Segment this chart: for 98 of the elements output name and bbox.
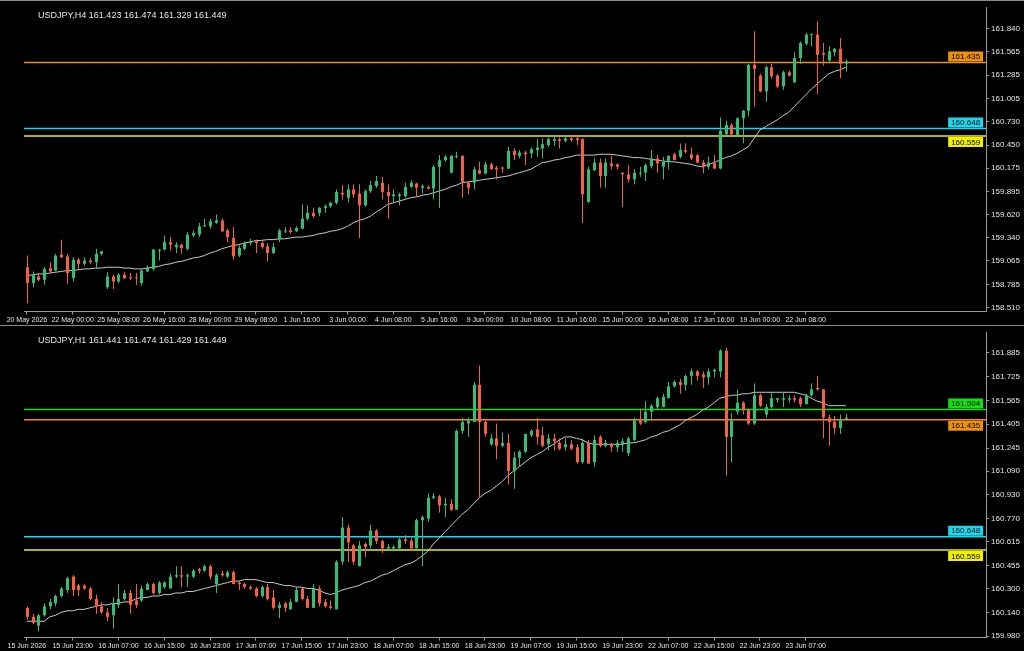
candlestick	[380, 176, 385, 200]
y-tick-label: 160.615	[991, 536, 1021, 546]
y-tick-label: 161.405	[991, 419, 1021, 429]
candlestick	[540, 137, 545, 159]
candlestick	[838, 414, 843, 435]
candlestick	[94, 248, 99, 270]
y-tick-label: 161.885	[991, 348, 1021, 358]
candlestick	[25, 255, 30, 304]
y-tick-label: 161.565	[991, 395, 1021, 405]
candlestick	[151, 248, 156, 272]
candlestick	[506, 146, 511, 170]
y-tick-label: 160.175	[991, 163, 1021, 173]
y-tick-label: 159.980	[991, 631, 1021, 641]
candlestick	[815, 20, 820, 95]
candlestick	[586, 439, 591, 465]
candlestick	[111, 596, 116, 630]
y-tick-label: 158.785	[991, 279, 1021, 289]
candlestick	[735, 116, 740, 137]
candlestick	[821, 42, 826, 67]
y-tick-label: 161.245	[991, 443, 1021, 453]
candlestick	[431, 164, 436, 200]
y-tick-label: 160.300	[991, 583, 1021, 593]
candlestick	[420, 515, 425, 567]
candlestick	[781, 70, 786, 91]
candlestick	[535, 417, 540, 445]
candlestick	[426, 492, 431, 523]
candlestick	[386, 183, 391, 220]
candlestick	[592, 434, 597, 468]
ref-line-label: 160.559	[951, 551, 981, 561]
candlestick	[598, 157, 603, 189]
candlestick	[437, 154, 442, 209]
candlestick	[65, 253, 70, 285]
y-tick-label: 161.090	[991, 466, 1021, 476]
ref-line-label: 161.435	[951, 52, 981, 62]
candlestick	[580, 437, 585, 465]
y-tick-label: 161.005	[991, 93, 1021, 103]
chart-title: USDJPY,H1 161.441 161.474 161.429 161.449	[38, 335, 227, 346]
y-tick-label: 160.140	[991, 607, 1021, 617]
candlestick	[575, 443, 580, 465]
candlestick	[494, 423, 499, 460]
ref-line-label: 160.648	[951, 118, 981, 128]
y-tick-label: 161.725	[991, 371, 1021, 381]
y-tick-label: 159.620	[991, 209, 1021, 219]
candlestick	[540, 425, 545, 448]
y-tick-label: 161.840	[991, 23, 1021, 33]
candlestick	[758, 73, 763, 93]
ref-line-label: 161.435	[951, 421, 981, 431]
y-tick-label: 161.285	[991, 70, 1021, 80]
candlestick	[134, 272, 139, 286]
candlestick	[735, 388, 740, 416]
candlestick	[638, 166, 643, 178]
candlestick	[71, 256, 76, 282]
candlestick	[351, 543, 356, 566]
candlestick	[134, 583, 139, 609]
candlestick	[311, 583, 316, 609]
candlestick	[71, 574, 76, 597]
y-tick-label: 159.895	[991, 186, 1021, 196]
candlestick	[271, 589, 276, 610]
candlestick	[603, 157, 608, 189]
candlestick	[265, 242, 270, 262]
candlestick	[798, 40, 803, 65]
chart-title: USDJPY,H4 161.423 161.474 161.329 161.449	[38, 10, 227, 21]
candlestick	[632, 417, 637, 442]
y-tick-label: 161.565	[991, 46, 1021, 56]
candlestick	[185, 231, 190, 252]
candlestick	[346, 183, 351, 204]
candlestick	[626, 436, 631, 457]
y-tick-label: 160.730	[991, 116, 1021, 126]
candlestick	[512, 451, 517, 490]
ref-line-label: 161.504	[951, 399, 981, 409]
candlestick	[116, 583, 121, 609]
ref-line-label: 160.648	[951, 526, 981, 536]
candlestick	[718, 348, 723, 378]
candlestick	[391, 188, 396, 204]
candlestick	[643, 400, 648, 424]
candlestick	[179, 565, 184, 588]
candlestick	[300, 203, 305, 230]
candlestick	[661, 156, 666, 180]
candlestick	[94, 593, 99, 615]
candlestick	[357, 540, 362, 567]
candlestick	[449, 154, 454, 175]
candlestick	[838, 37, 843, 79]
candlestick	[472, 166, 477, 190]
candlestick	[231, 226, 236, 261]
candlestick	[752, 30, 757, 108]
candlestick	[157, 248, 162, 262]
ref-line-label: 160.559	[951, 137, 981, 147]
y-tick-label: 160.450	[991, 140, 1021, 150]
y-tick-label: 159.065	[991, 256, 1021, 266]
y-tick-label: 159.340	[991, 233, 1021, 243]
candlestick	[649, 149, 654, 169]
candlestick	[729, 412, 734, 463]
candlestick	[214, 573, 219, 594]
y-tick-label: 160.770	[991, 513, 1021, 523]
y-tick-label: 158.510	[991, 302, 1021, 312]
y-tick-label: 160.930	[991, 490, 1021, 500]
candlestick	[128, 589, 133, 615]
y-tick-label: 160.455	[991, 560, 1021, 570]
